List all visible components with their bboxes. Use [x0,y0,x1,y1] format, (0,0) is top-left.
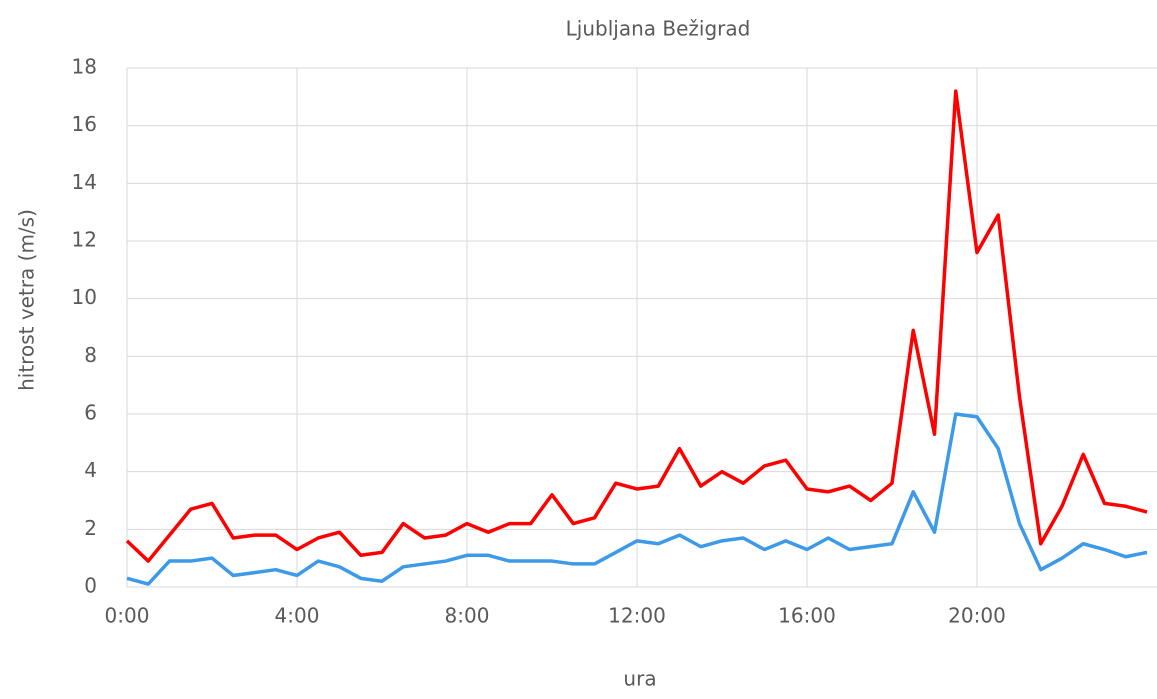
y-tick-label: 12 [72,228,97,252]
x-tick-label: 16:00 [778,604,836,628]
y-tick-label: 18 [72,55,97,79]
y-tick-label: 6 [84,401,97,425]
y-tick-label: 0 [84,574,97,598]
chart-title: Ljubljana Bežigrad [566,17,751,41]
y-tick-label: 8 [84,343,97,367]
y-tick-label: 14 [72,170,97,194]
x-axis-label: ura [623,667,656,691]
line-series [126,412,1148,586]
line-series [125,89,1148,563]
y-tick-label: 16 [72,112,97,136]
x-tick-label: 0:00 [105,604,150,628]
y-tick-label: 10 [72,285,97,309]
x-tick-label: 12:00 [608,604,666,628]
x-tick-label: 8:00 [445,604,490,628]
x-tick-label: 4:00 [275,604,320,628]
y-axis-label: hitrost vetra (m/s) [15,209,39,391]
x-tick-label: 20:00 [948,604,1006,628]
y-tick-label: 4 [84,458,97,482]
y-tick-label: 2 [84,516,97,540]
